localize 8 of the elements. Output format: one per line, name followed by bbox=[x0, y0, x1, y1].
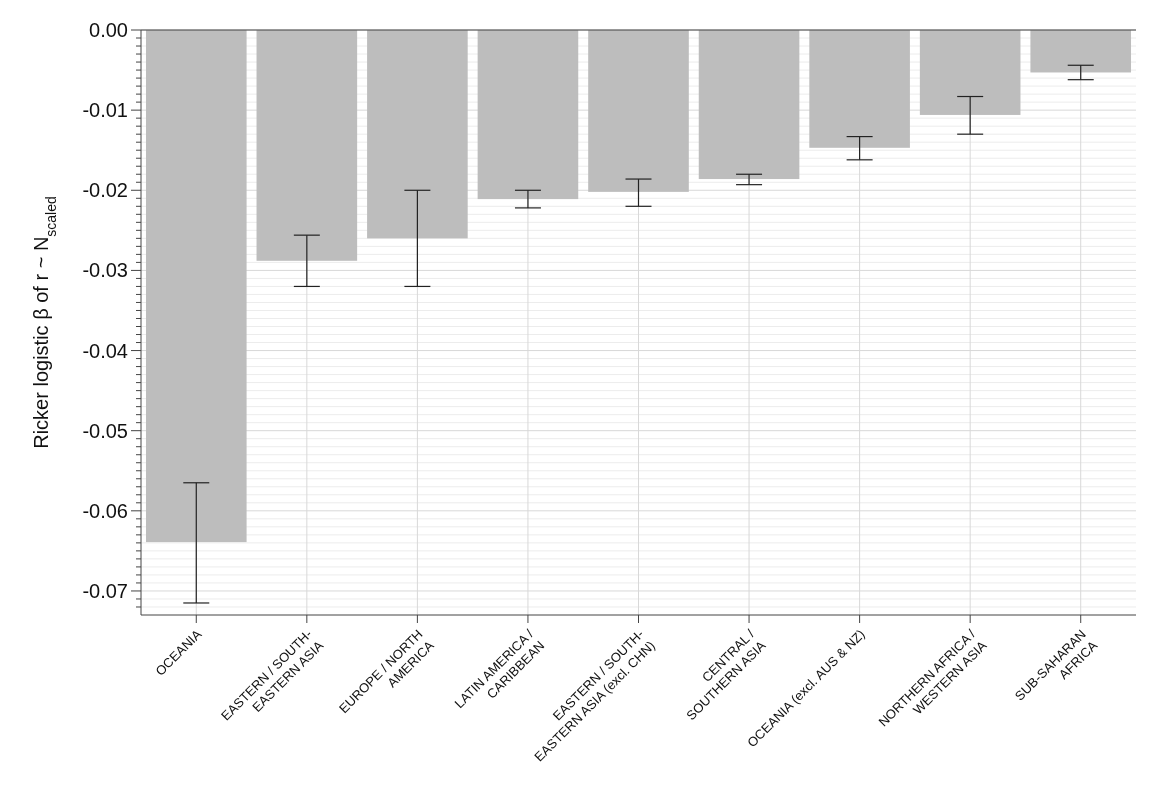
y-tick-label: -0.01 bbox=[82, 99, 128, 122]
y-tick-label: -0.02 bbox=[82, 179, 128, 202]
y-tick-label: -0.06 bbox=[82, 499, 128, 522]
y-tick-label: -0.05 bbox=[82, 419, 128, 442]
y-tick-label: -0.04 bbox=[82, 339, 128, 362]
y-tick-label: -0.07 bbox=[82, 579, 128, 602]
y-tick-label: -0.03 bbox=[82, 259, 128, 282]
y-tick-label: 0.00 bbox=[89, 19, 128, 41]
